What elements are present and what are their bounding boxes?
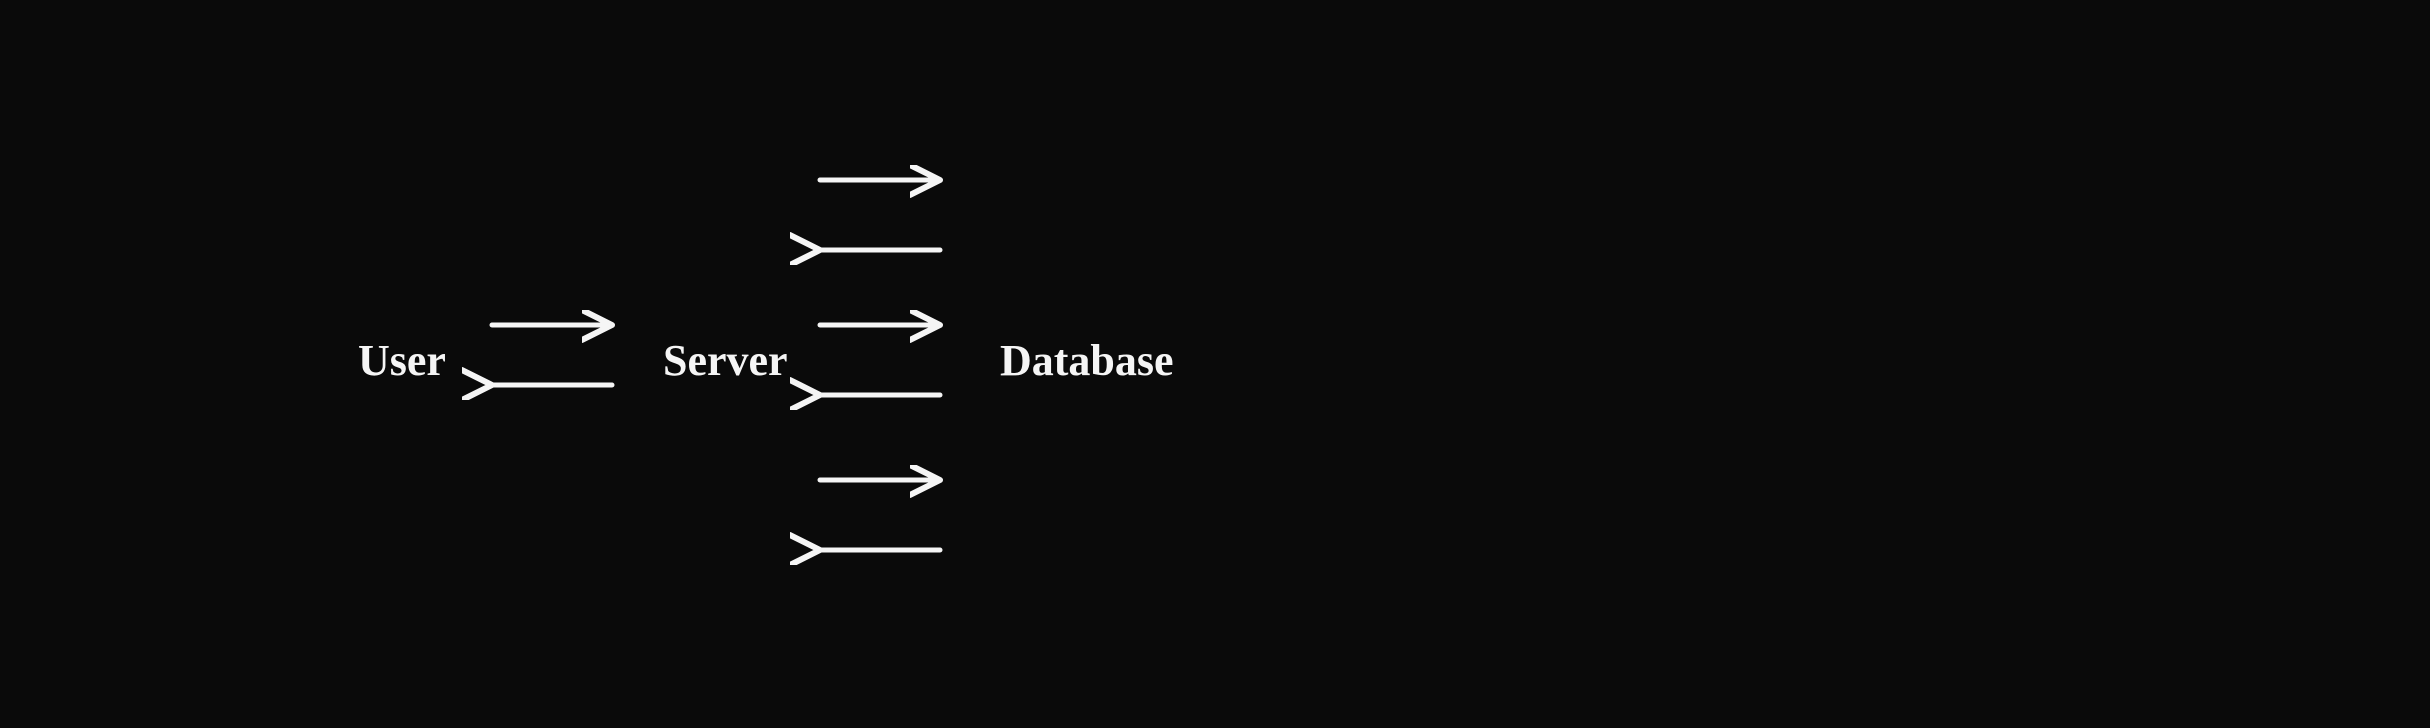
diagram-arrows bbox=[0, 0, 2430, 728]
